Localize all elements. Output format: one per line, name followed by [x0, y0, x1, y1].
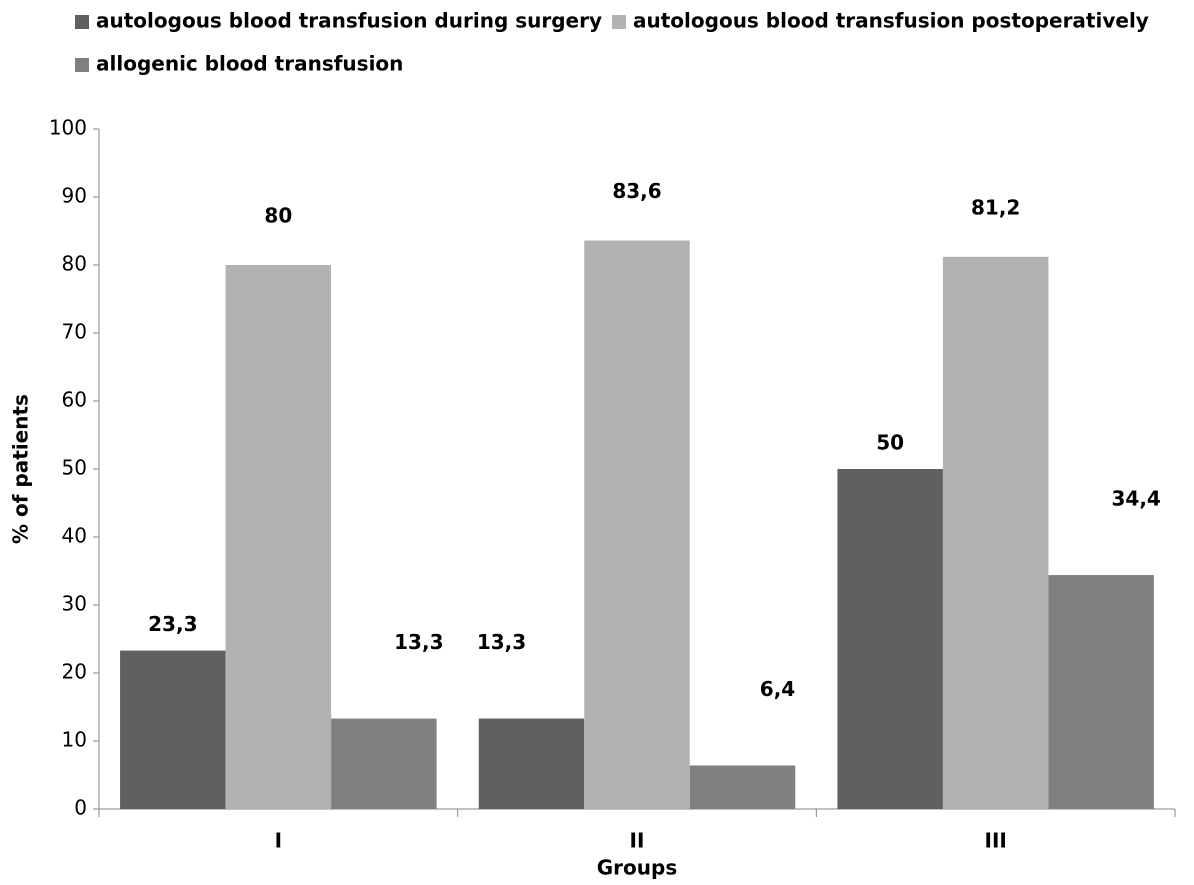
legend-label: allogenic blood transfusion — [96, 52, 403, 76]
bar — [478, 718, 585, 809]
x-tick-label: III — [985, 829, 1007, 853]
y-tick-label: 50 — [62, 456, 87, 480]
bar — [584, 240, 690, 809]
x-tick-label: II — [630, 829, 645, 853]
data-label: 13,3 — [394, 630, 443, 654]
bar — [225, 265, 332, 809]
data-label: 6,4 — [760, 677, 795, 701]
x-axis-label: Groups — [597, 856, 677, 880]
bar — [1048, 575, 1154, 809]
bar — [120, 650, 226, 809]
bar — [837, 469, 943, 809]
y-tick-label: 90 — [62, 184, 87, 208]
y-tick-label: 80 — [62, 252, 87, 276]
data-label: 81,2 — [971, 195, 1020, 219]
y-tick-label: 40 — [62, 524, 87, 548]
y-tick-label: 10 — [62, 728, 87, 752]
bar — [942, 256, 1049, 810]
legend-swatch — [75, 15, 89, 29]
legend-swatch — [75, 58, 89, 72]
legend-label: autologous blood transfusion during surg… — [96, 9, 602, 33]
legend-swatch — [612, 15, 626, 29]
data-label: 13,3 — [477, 630, 526, 654]
y-tick-label: 70 — [62, 320, 87, 344]
data-label: 34,4 — [1111, 487, 1160, 511]
legend-label: autologous blood transfusion postoperati… — [633, 9, 1149, 33]
data-label: 23,3 — [148, 612, 197, 636]
y-tick-label: 100 — [49, 116, 87, 140]
y-tick-label: 0 — [74, 796, 87, 820]
y-tick-label: 20 — [62, 660, 87, 684]
data-label: 50 — [876, 431, 904, 455]
y-tick-label: 60 — [62, 388, 87, 412]
bar — [689, 765, 796, 809]
data-label: 80 — [264, 204, 292, 228]
bar — [331, 718, 437, 809]
x-tick-label: I — [275, 829, 282, 853]
y-tick-label: 30 — [62, 592, 87, 616]
y-axis-label: % of patients — [9, 394, 33, 544]
data-label: 83,6 — [612, 179, 661, 203]
